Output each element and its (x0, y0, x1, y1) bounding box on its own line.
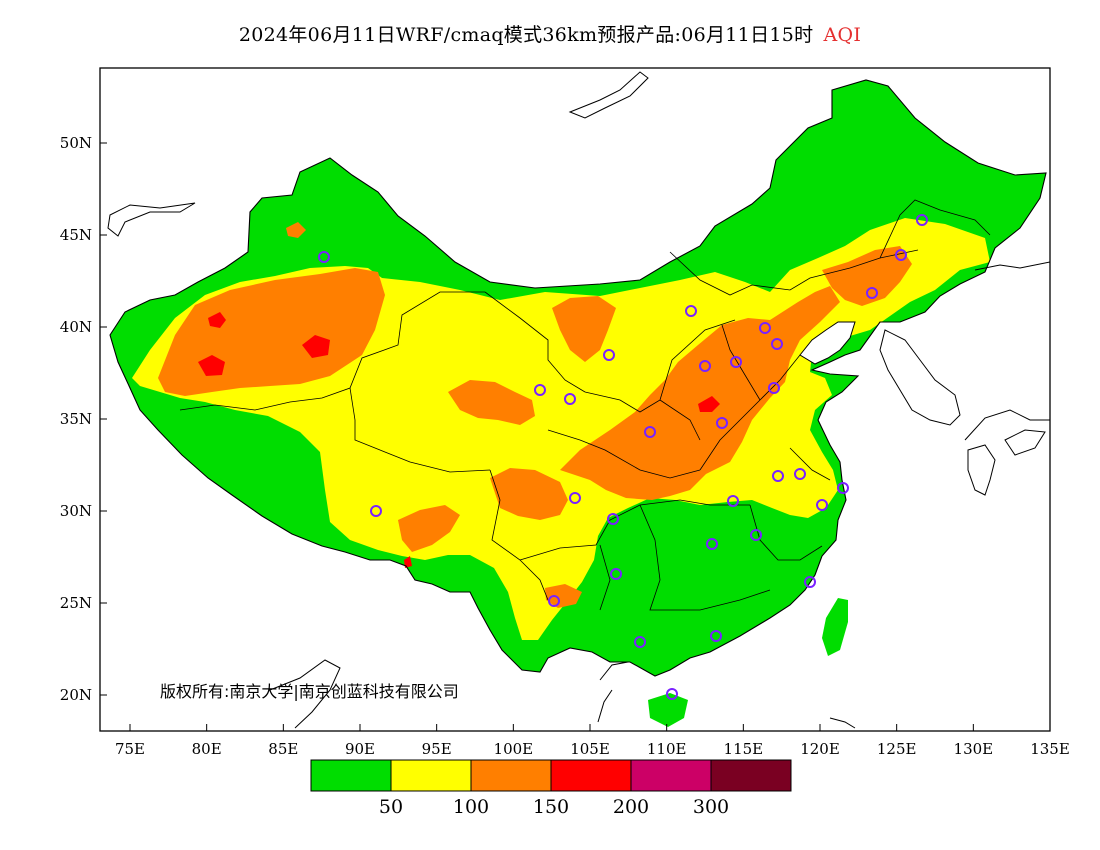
x-tick-label: 75E (115, 740, 145, 758)
y-tick-label: 40N (60, 318, 92, 336)
x-tick-label: 130E (954, 740, 994, 758)
station-marker (866, 287, 878, 299)
station-marker (318, 251, 330, 263)
copyright-text: 版权所有:南京大学|南京创蓝科技有限公司 (160, 682, 459, 701)
station-marker (634, 636, 646, 648)
x-tick-label: 115E (724, 740, 764, 758)
aqi-zone-red-2 (198, 355, 225, 376)
station-marker (771, 338, 783, 350)
title-variable: AQI (823, 24, 862, 46)
legend-swatch (550, 759, 632, 792)
legend-swatch (710, 759, 792, 792)
aqi-zone-orange-northeast (822, 246, 912, 306)
province-boundaries (179, 199, 991, 611)
map-content: 版权所有:南京大学|南京创蓝科技有限公司 (107, 71, 1050, 729)
y-tick-label: 50N (60, 134, 92, 152)
hainan-island (648, 693, 688, 727)
aqi-zone-red-1 (208, 312, 226, 328)
foreign-coastlines (107, 71, 1050, 729)
station-marker (727, 495, 739, 507)
station-marker (534, 384, 546, 396)
x-tick-label: 100E (494, 740, 534, 758)
stations-layer (318, 214, 928, 700)
station-marker (759, 322, 771, 334)
aqi-zone-red-3 (302, 335, 330, 358)
station-marker (564, 393, 576, 405)
x-axis: 75E 80E 85E 90E 95E 100E 105E 110E 115E 120E 125E 1… (115, 724, 1070, 758)
x-tick-label: 120E (800, 740, 840, 758)
aqi-zone-orange-yunnan (545, 584, 582, 608)
station-marker (804, 576, 816, 588)
map-title: 2024年06月11日WRF/cmaq模式36km预报产品:06月11日15时 A… (0, 20, 1100, 47)
x-tick-label: 85E (268, 740, 298, 758)
aqi-zone-orange-qinghai (448, 380, 535, 425)
station-marker (706, 538, 718, 550)
station-marker (816, 499, 828, 511)
y-tick-label: 30N (60, 502, 92, 520)
x-tick-label: 125E (877, 740, 917, 758)
y-tick-label: 45N (60, 226, 92, 244)
aqi-zone-orange-north-china (560, 286, 840, 500)
legend-swatch (630, 759, 712, 792)
station-marker (644, 426, 656, 438)
y-tick-label: 20N (60, 686, 92, 704)
legend-label: 200 (613, 796, 649, 818)
station-marker (730, 356, 742, 368)
station-marker (607, 513, 619, 525)
legend-swatch (390, 759, 472, 792)
taiwan-island (822, 598, 848, 656)
station-marker (794, 468, 806, 480)
station-marker (716, 417, 728, 429)
y-tick-label: 25N (60, 594, 92, 612)
station-marker (603, 349, 615, 361)
station-marker (569, 492, 581, 504)
station-marker (750, 529, 762, 541)
legend-label: 100 (453, 796, 489, 818)
x-tick-label: 95E (422, 740, 452, 758)
aqi-zone-orange-junggar (286, 222, 306, 238)
station-marker (666, 688, 678, 700)
station-marker (548, 595, 560, 607)
aqi-zone-orange-tibet (398, 505, 460, 552)
station-marker (370, 505, 382, 517)
aqi-zone-orange-sichuan (490, 468, 568, 520)
legend-label: 300 (693, 796, 729, 818)
bohai-sea (799, 321, 856, 365)
legend-label: 50 (379, 796, 403, 818)
y-axis: 50N 45N 40N 35N 30N 25N 20N (60, 134, 107, 704)
aqi-zone-red-4 (698, 396, 720, 412)
legend-swatch (310, 759, 392, 792)
station-marker (768, 382, 780, 394)
x-tick-label: 90E (345, 740, 375, 758)
x-tick-label: 110E (647, 740, 687, 758)
national-boundary (109, 79, 1047, 677)
station-marker (895, 249, 907, 261)
aqi-legend: 50 100 150 200 300 (310, 759, 792, 818)
legend-swatch (470, 759, 552, 792)
title-text: 2024年06月11日WRF/cmaq模式36km预报产品:06月11日15时 (238, 24, 814, 46)
x-tick-label: 80E (192, 740, 222, 758)
map-frame (99, 67, 1051, 732)
x-tick-label: 105E (570, 740, 610, 758)
station-marker (699, 360, 711, 372)
y-tick-label: 35N (60, 410, 92, 428)
legend-label: 150 (533, 796, 569, 818)
station-marker (837, 482, 849, 494)
station-marker (610, 568, 622, 580)
station-marker (916, 214, 928, 226)
x-tick-label: 135E (1030, 740, 1070, 758)
aqi-zone-orange-loess (552, 296, 616, 362)
station-marker (710, 630, 722, 642)
station-marker (772, 470, 784, 482)
aqi-zone-red-5 (404, 556, 412, 568)
station-marker (685, 305, 697, 317)
